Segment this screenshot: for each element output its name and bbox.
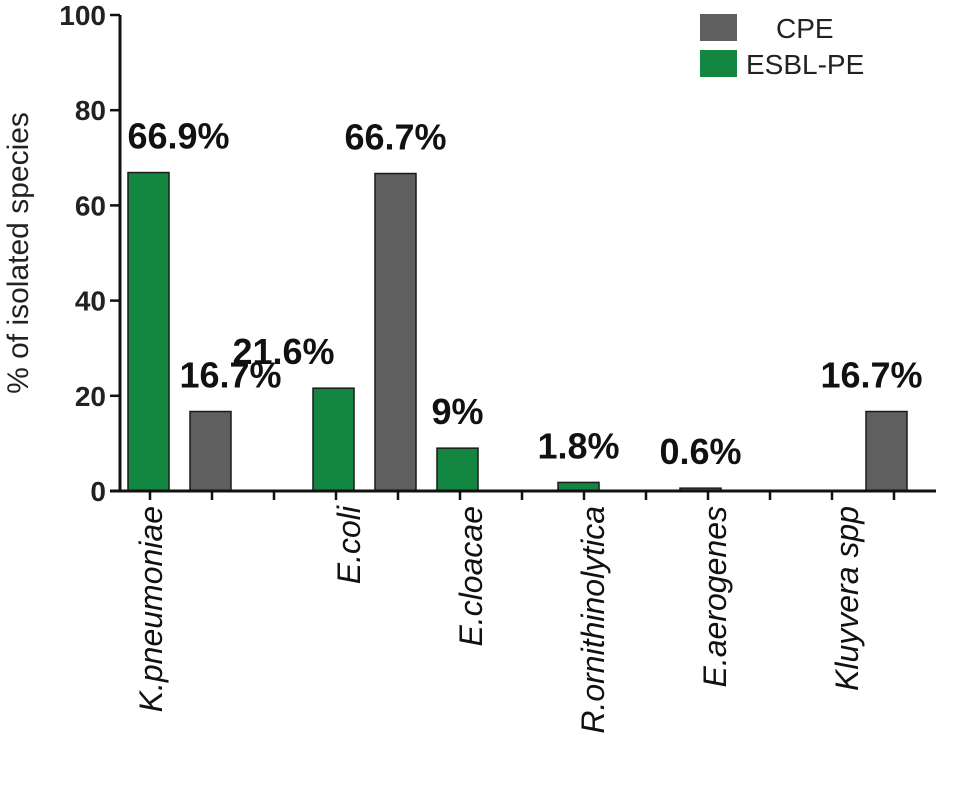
data-label: 66.9% (127, 116, 229, 157)
bar-esbl-pe-e-coli (312, 387, 355, 492)
data-label: 21.6% (232, 331, 334, 372)
data-label: 16.7% (179, 355, 281, 396)
y-tick-label: 20 (75, 381, 106, 412)
y-tick-label: 60 (75, 190, 106, 221)
legend-label-cpe: CPE (776, 13, 834, 44)
y-tick-label: 0 (90, 476, 106, 507)
x-tick-label: R.ornithinolytica (575, 506, 611, 734)
x-tick-label: K.pneumoniae (133, 506, 169, 712)
y-tick-label: 100 (59, 0, 106, 31)
data-label: 9% (431, 391, 483, 432)
x-tick-label: E.cloacae (453, 506, 489, 647)
y-tick-label: 40 (75, 286, 106, 317)
data-label: 66.7% (344, 117, 446, 158)
legend: CPE ESBL-PE (700, 13, 864, 80)
data-label: 1.8% (537, 425, 619, 466)
y-tick-label: 80 (75, 95, 106, 126)
bar-esbl-pe-e-cloacae (436, 447, 479, 492)
y-axis-label: % of isolated species (2, 112, 35, 394)
legend-label-esbl-pe: ESBL-PE (746, 49, 864, 80)
data-label: 0.6% (659, 431, 741, 472)
data-label: 16.7% (820, 355, 922, 396)
x-tick-label: E.coli (331, 505, 367, 584)
legend-swatch-esbl-pe (700, 50, 737, 77)
bar-cpe-e-coli (374, 172, 417, 492)
bar-esbl-pe-k-pneumoniae (127, 171, 170, 492)
x-tick-label: Kluyvera spp (829, 506, 865, 691)
bar-cpe-kluyvera-spp (865, 410, 908, 492)
bar-cpe-k-pneumoniae (189, 410, 232, 492)
x-tick-label: E.aerogenes (697, 506, 733, 687)
legend-swatch-cpe (700, 14, 737, 41)
